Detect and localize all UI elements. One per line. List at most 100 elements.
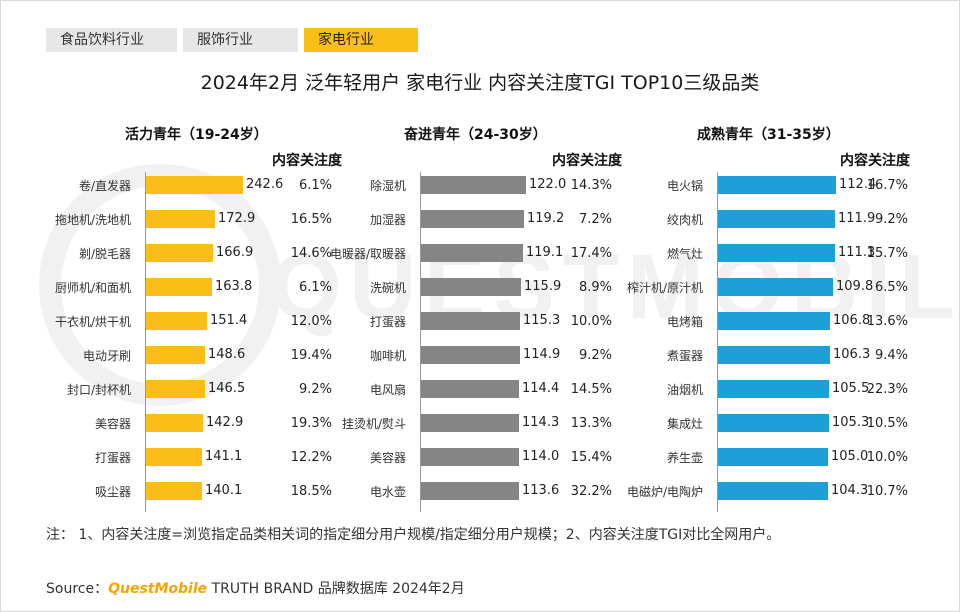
metric-header-huoli: 内容关注度 [272, 153, 342, 169]
bar-chengshu [718, 244, 835, 262]
metric-header-fenjin: 内容关注度 [552, 153, 622, 169]
bar-chengshu [718, 346, 830, 364]
bar-chengshu [718, 448, 828, 466]
attention-percent: 18.5% [290, 484, 332, 499]
bar-chengshu [718, 278, 833, 296]
bar-huoli [146, 448, 202, 466]
bar-huoli [146, 210, 215, 228]
category-label: 打蛋器 [94, 451, 131, 465]
value-label: 115.3 [523, 313, 561, 328]
attention-percent: 6.5% [874, 280, 908, 295]
category-label: 剃/脱毛器 [78, 247, 131, 261]
category-label: 电火锅 [666, 179, 703, 193]
axis-line-fenjin [420, 172, 421, 512]
value-label: 148.6 [208, 347, 246, 362]
value-label: 151.4 [210, 313, 248, 328]
attention-percent: 15.4% [570, 450, 612, 465]
category-label: 电动牙刷 [82, 349, 131, 363]
attention-percent: 8.9% [578, 280, 612, 295]
category-label: 电风扇 [369, 383, 406, 397]
category-label: 洗碗机 [369, 281, 406, 295]
attention-percent: 32.2% [570, 484, 612, 499]
attention-percent: 10.0% [866, 450, 908, 465]
source-prefix: Source： [46, 581, 109, 597]
category-label: 电磁炉/电陶炉 [626, 485, 703, 499]
value-label: 115.9 [524, 279, 562, 294]
attention-percent: 10.5% [866, 416, 908, 431]
value-label: 114.4 [522, 381, 560, 396]
category-label: 厨师机/和面机 [54, 281, 131, 295]
category-label: 吸尘器 [94, 485, 131, 499]
attention-percent: 16.5% [290, 212, 332, 227]
attention-percent: 14.3% [570, 178, 612, 193]
industry-tabs: 食品饮料行业 服饰行业 家电行业 [46, 28, 418, 52]
axis-line-chengshu [717, 172, 718, 512]
category-label: 油烟机 [666, 383, 703, 397]
category-label: 拖地机/洗地机 [54, 213, 131, 227]
attention-percent: 17.4% [570, 246, 612, 261]
bar-huoli [146, 176, 243, 194]
category-label: 电水壶 [369, 485, 406, 499]
source-suffix: TRUTH BRAND 品牌数据库 2024年2月 [207, 581, 465, 597]
tab-home-appliance[interactable]: 家电行业 [304, 28, 418, 52]
attention-percent: 12.2% [290, 450, 332, 465]
value-label: 112.4 [839, 177, 877, 192]
bar-chengshu [718, 380, 829, 398]
category-label: 加湿器 [369, 213, 406, 227]
bar-fenjin [421, 380, 519, 398]
attention-percent: 9.2% [578, 348, 612, 363]
attention-percent: 10.0% [570, 314, 612, 329]
axis-line-huoli [145, 172, 146, 512]
attention-percent: 7.2% [578, 212, 612, 227]
bar-chengshu [718, 482, 828, 500]
value-label: 105.3 [832, 415, 870, 430]
category-label: 电烤箱 [666, 315, 703, 329]
attention-percent: 22.3% [866, 382, 908, 397]
bar-fenjin [421, 448, 519, 466]
category-label: 干衣机/烘干机 [54, 315, 131, 329]
attention-percent: 9.2% [298, 382, 332, 397]
bar-huoli [146, 244, 213, 262]
attention-percent: 19.3% [290, 416, 332, 431]
bar-fenjin [421, 414, 519, 432]
value-label: 111.3 [838, 245, 876, 260]
value-label: 242.6 [246, 177, 284, 192]
value-label: 146.5 [208, 381, 246, 396]
attention-percent: 12.0% [290, 314, 332, 329]
category-label: 榨汁机/原汁机 [626, 281, 703, 295]
value-label: 119.1 [526, 245, 564, 260]
panel-title-fenjin: 奋进青年（24-30岁） [404, 127, 547, 143]
value-label: 105.0 [831, 449, 869, 464]
value-label: 106.8 [833, 313, 871, 328]
attention-percent: 16.7% [866, 178, 908, 193]
bar-huoli [146, 278, 212, 296]
tab-food-beverage[interactable]: 食品饮料行业 [46, 28, 177, 52]
value-label: 119.2 [527, 211, 565, 226]
tab-apparel[interactable]: 服饰行业 [183, 28, 298, 52]
attention-percent: 6.1% [298, 178, 332, 193]
bar-chengshu [718, 414, 829, 432]
category-label: 咖啡机 [369, 349, 406, 363]
value-label: 140.1 [205, 483, 243, 498]
bar-chengshu [718, 176, 836, 194]
bar-fenjin [421, 278, 521, 296]
value-label: 142.9 [206, 415, 244, 430]
attention-percent: 15.7% [866, 246, 908, 261]
attention-percent: 9.4% [874, 348, 908, 363]
category-label: 养生壶 [666, 451, 703, 465]
category-label: 燃气灶 [666, 247, 703, 261]
value-label: 163.8 [215, 279, 253, 294]
value-label: 109.8 [836, 279, 874, 294]
source-line: Source：QuestMobile TRUTH BRAND 品牌数据库 202… [46, 578, 465, 598]
bar-fenjin [421, 210, 524, 228]
panel-title-chengshu: 成熟青年（31-35岁） [697, 127, 840, 143]
category-label: 卷/直发器 [78, 179, 131, 193]
attention-percent: 10.7% [866, 484, 908, 499]
attention-percent: 14.6% [290, 246, 332, 261]
value-label: 114.9 [523, 347, 561, 362]
attention-percent: 13.6% [866, 314, 908, 329]
attention-percent: 13.3% [570, 416, 612, 431]
category-label: 打蛋器 [369, 315, 406, 329]
value-label: 141.1 [205, 449, 243, 464]
bar-fenjin [421, 346, 520, 364]
